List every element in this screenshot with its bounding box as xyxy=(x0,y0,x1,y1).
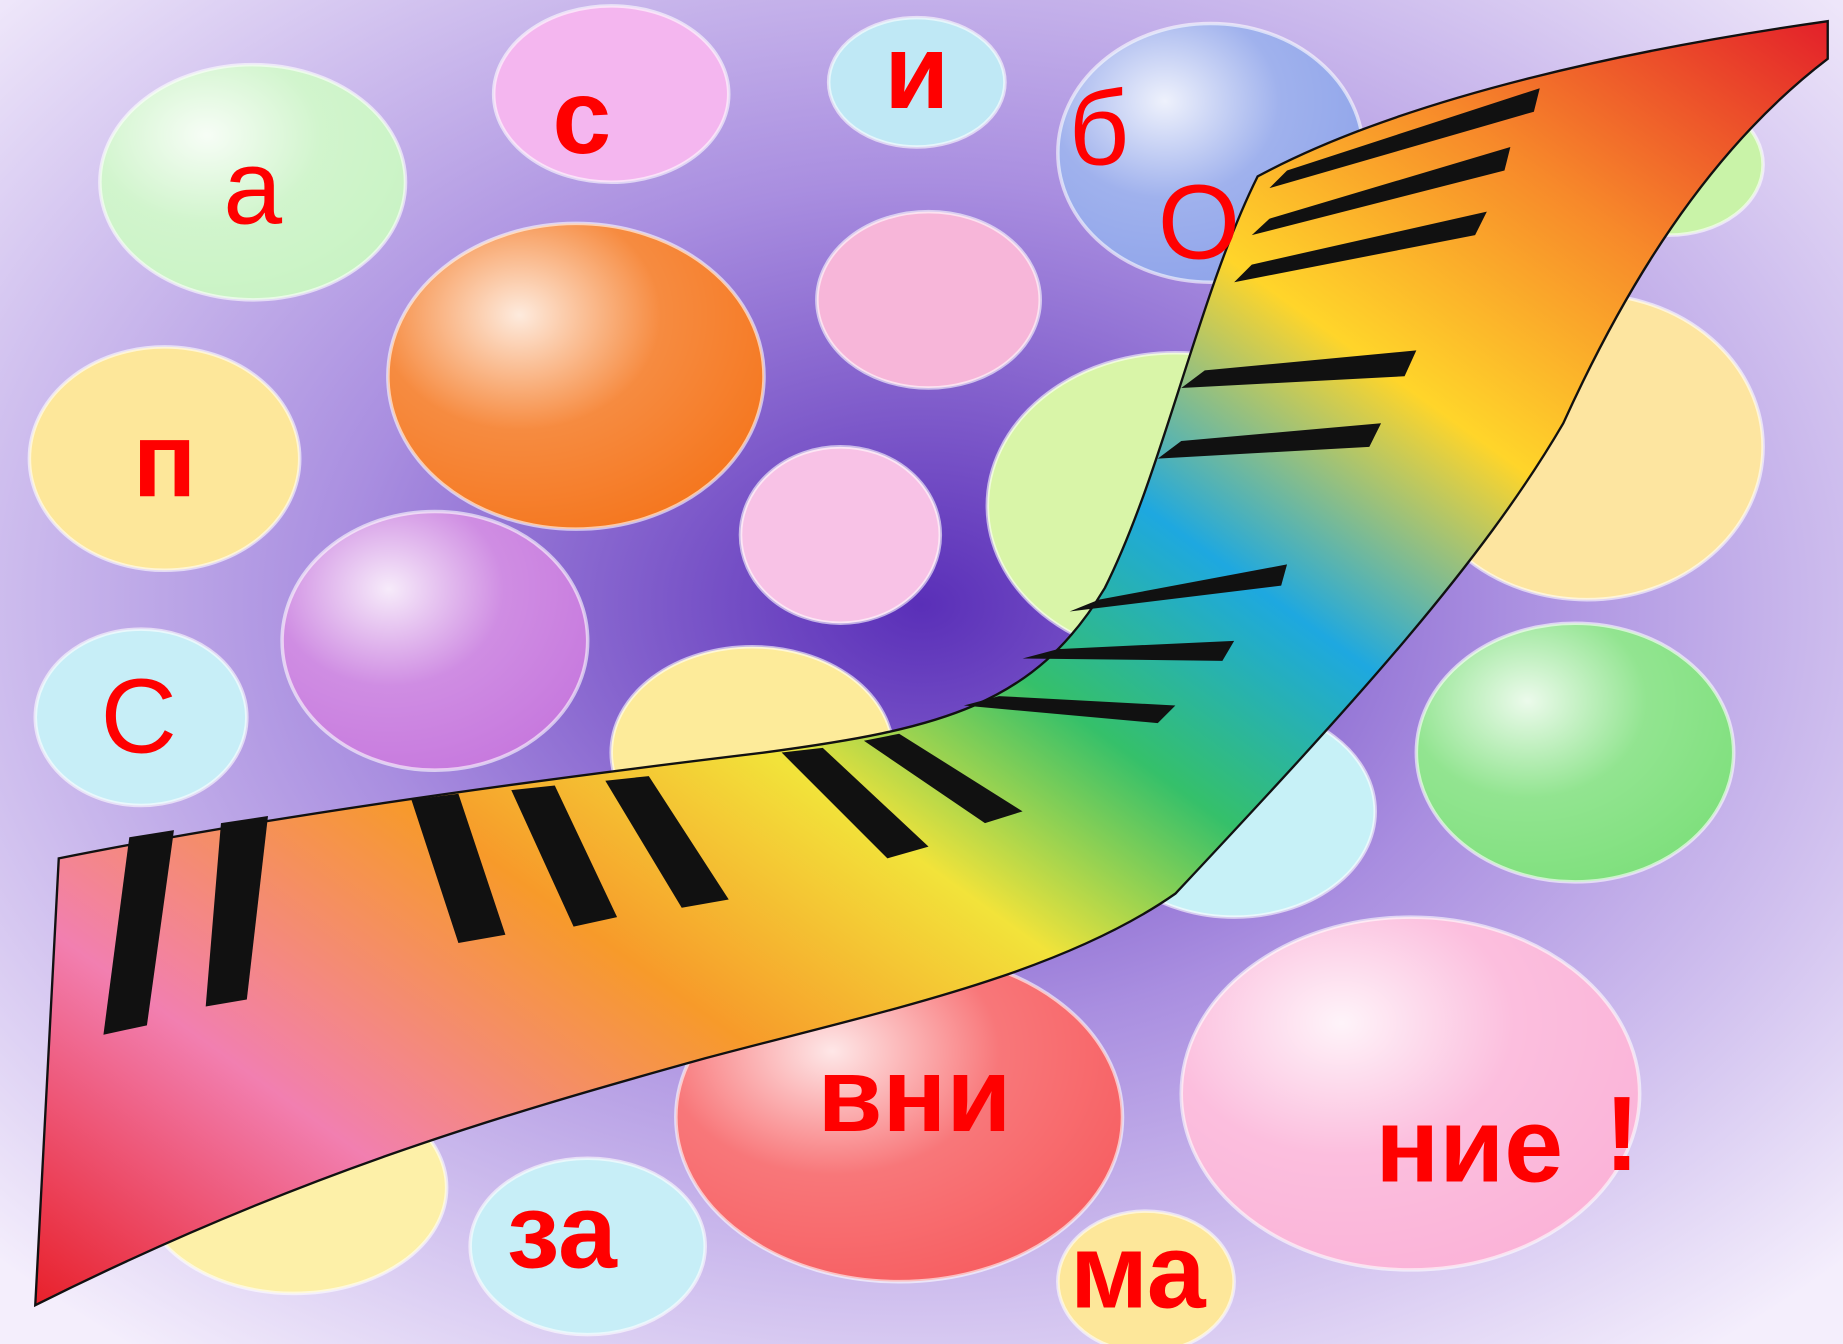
letter: С xyxy=(100,658,176,776)
letter: вни xyxy=(817,1036,1011,1154)
letter: п xyxy=(133,401,197,519)
letter: и xyxy=(884,13,949,131)
letter: ! xyxy=(1604,1075,1639,1193)
letter: ма xyxy=(1070,1213,1207,1331)
black-keys xyxy=(103,88,1540,1035)
piano-ribbon xyxy=(33,19,1829,1308)
letter: б xyxy=(1069,70,1130,188)
letters: С п а с и б О вни ма ние ! за xyxy=(100,13,1639,1330)
letter: О xyxy=(1158,164,1240,282)
letter: с xyxy=(552,58,611,176)
bubble-shine xyxy=(99,23,1734,1282)
letter: а xyxy=(223,128,282,246)
letter: за xyxy=(507,1173,618,1291)
letter: ние xyxy=(1375,1087,1563,1205)
